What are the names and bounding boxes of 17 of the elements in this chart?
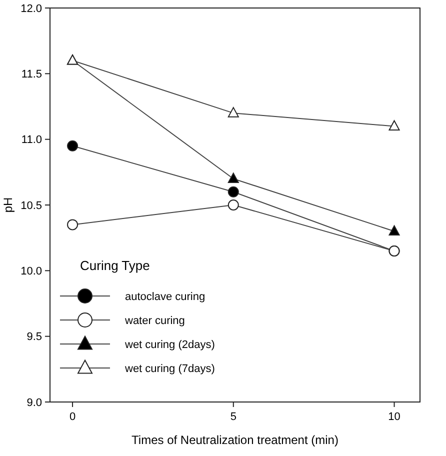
legend-label: wet curing (7days) xyxy=(124,362,215,375)
legend-label: wet curing (2days) xyxy=(124,338,215,351)
y-axis-title: pH xyxy=(1,197,15,213)
x-tick-label: 5 xyxy=(230,411,236,423)
y-tick-label: 10.5 xyxy=(20,200,42,212)
legend-title: Curing Type xyxy=(80,258,150,273)
y-tick-label: 9.5 xyxy=(26,331,42,344)
y-tick-label: 11.5 xyxy=(21,68,42,81)
y-tick-label: 11.0 xyxy=(21,134,42,146)
y-tick-label: 12.0 xyxy=(20,2,42,15)
x-tick-label: 10 xyxy=(388,411,400,423)
legend-label: autoclave curing xyxy=(125,290,206,303)
legend-label: water curing xyxy=(124,314,185,327)
x-axis-title: Times of Neutralization treatment (min) xyxy=(132,433,338,447)
y-tick-label: 9.0 xyxy=(26,396,42,409)
y-tick-label: 10.0 xyxy=(20,266,42,278)
x-tick-label: 0 xyxy=(69,411,76,423)
